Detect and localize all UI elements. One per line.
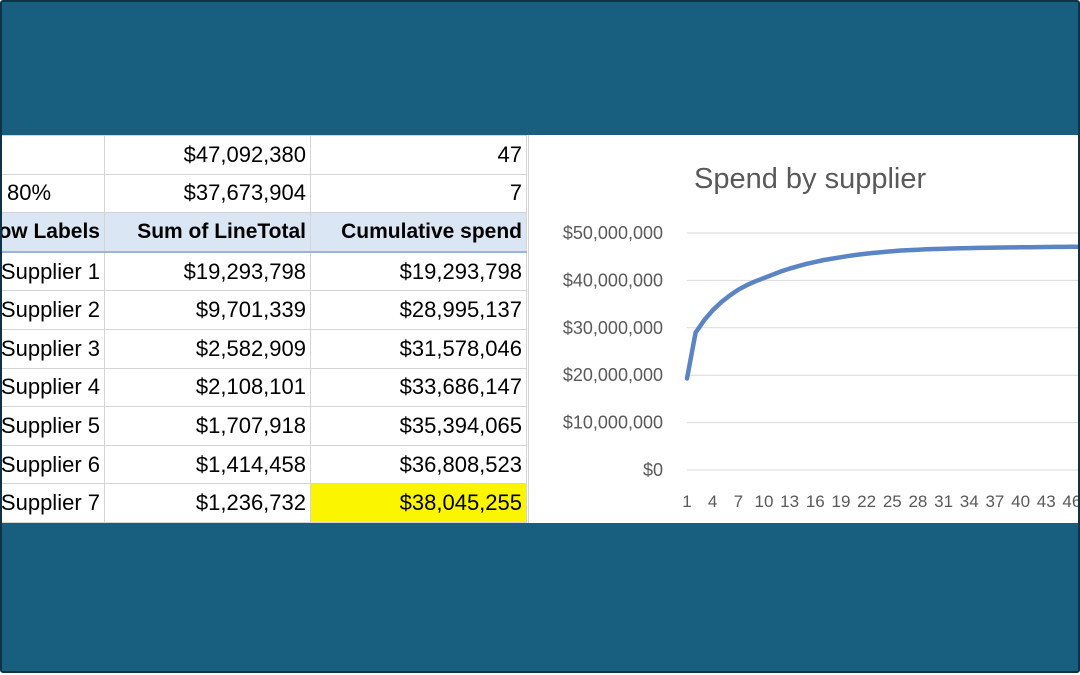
cell-label[interactable]: Supplier 5 bbox=[2, 406, 105, 446]
cell-sum-text: $1,707,918 bbox=[195, 412, 306, 438]
cell-label[interactable]: Row Labels bbox=[2, 212, 105, 253]
cell-label[interactable]: Supplier 1 bbox=[2, 251, 105, 292]
x-tick-label: 40 bbox=[1011, 492, 1030, 511]
y-tick-label: $50,000,000 bbox=[563, 223, 663, 243]
y-tick-label: $20,000,000 bbox=[563, 365, 663, 385]
supplier-row: Supplier 1 $19,293,798 $19,293,798 bbox=[2, 251, 527, 292]
y-tick-label: $30,000,000 bbox=[563, 318, 663, 338]
cell-sum-text: $2,582,909 bbox=[195, 335, 306, 361]
cell-sum[interactable]: $2,582,909 bbox=[104, 328, 311, 369]
cell-sum[interactable]: Sum of LineTotal bbox=[104, 212, 311, 253]
supplier-row: Supplier 5 $1,707,918 $35,394,065 bbox=[2, 406, 527, 446]
x-tick-label: 4 bbox=[708, 492, 717, 511]
cell-label[interactable]: Supplier 2 bbox=[2, 290, 105, 330]
x-tick-label: 19 bbox=[831, 492, 850, 511]
cell-label[interactable]: Supplier 6 bbox=[2, 444, 105, 485]
cell-sum[interactable]: $1,707,918 bbox=[104, 406, 311, 446]
cell-sum-text: $47,092,380 bbox=[183, 141, 306, 167]
x-tick-label: 16 bbox=[806, 492, 825, 511]
x-tick-label: 43 bbox=[1037, 492, 1056, 511]
cell-cumulative[interactable]: $33,686,147 bbox=[310, 367, 527, 408]
cell-sum[interactable]: $47,092,380 bbox=[104, 135, 311, 175]
cell-cumulative[interactable]: $28,995,137 bbox=[310, 290, 527, 330]
cell-sum[interactable]: $37,673,904 bbox=[104, 173, 311, 214]
cell-cumulative-text: $31,578,046 bbox=[399, 335, 522, 361]
x-tick-label: 37 bbox=[985, 492, 1004, 511]
cell-cumulative-text: $33,686,147 bbox=[399, 374, 522, 400]
y-tick-label: $40,000,000 bbox=[563, 270, 663, 290]
cell-label-text: Row Labels bbox=[2, 219, 100, 243]
summary-row: $47,092,380 47 bbox=[2, 135, 527, 175]
cell-sum-text: $2,108,101 bbox=[195, 374, 306, 400]
cell-label[interactable]: 80% bbox=[2, 173, 105, 214]
cell-label[interactable]: Supplier 3 bbox=[2, 328, 105, 369]
cell-sum-text: $1,414,458 bbox=[195, 451, 306, 477]
spend-chart: Spend by supplier $0 $10,000,000 $20,000,0… bbox=[528, 135, 1080, 523]
supplier-row: Supplier 2 $9,701,339 $28,995,137 bbox=[2, 290, 527, 330]
supplier-row: Supplier 7 $1,236,732 $38,045,255 bbox=[2, 483, 527, 523]
x-tick-label: 10 bbox=[755, 492, 774, 511]
cell-cumulative[interactable]: Cumulative spend bbox=[310, 212, 527, 253]
supplier-row: Supplier 4 $2,108,101 $33,686,147 bbox=[2, 367, 527, 408]
cell-cumulative[interactable]: $31,578,046 bbox=[310, 328, 527, 369]
cell-cumulative-text: $38,045,255 bbox=[399, 490, 522, 516]
cell-cumulative[interactable]: $36,808,523 bbox=[310, 444, 527, 485]
pivot-table: $47,092,380 47 80% $37,673,904 7 Row Labels Su… bbox=[2, 135, 527, 523]
y-tick-label: $0 bbox=[643, 460, 663, 480]
cell-sum[interactable]: $1,414,458 bbox=[104, 444, 311, 485]
x-tick-label: 46 bbox=[1062, 492, 1080, 511]
cell-cumulative[interactable]: 7 bbox=[310, 173, 527, 214]
cell-cumulative-text: Cumulative spend bbox=[341, 219, 522, 243]
cell-label-text: Supplier 6 bbox=[2, 451, 100, 477]
cell-label-text: Supplier 7 bbox=[2, 490, 100, 516]
cell-label[interactable]: Supplier 4 bbox=[2, 367, 105, 408]
cell-cumulative-text: $28,995,137 bbox=[399, 297, 522, 323]
header-row: Row Labels Sum of LineTotal Cumulative spe… bbox=[2, 212, 527, 253]
cell-label-text: Supplier 5 bbox=[2, 412, 100, 438]
cell-label[interactable]: Supplier 7 bbox=[2, 483, 105, 523]
cell-label-text: Supplier 2 bbox=[2, 297, 100, 323]
series-line bbox=[684, 244, 1078, 381]
cell-label-text: Supplier 3 bbox=[2, 335, 100, 361]
cell-cumulative-text: $19,293,798 bbox=[399, 258, 522, 284]
cell-label-text: Supplier 1 bbox=[2, 258, 100, 284]
cell-sum[interactable]: $2,108,101 bbox=[104, 367, 311, 408]
x-tick-label: 13 bbox=[780, 492, 799, 511]
cell-sum[interactable]: $19,293,798 bbox=[104, 251, 311, 292]
cell-cumulative[interactable]: $38,045,255 bbox=[310, 483, 527, 523]
cell-sum-text: $1,236,732 bbox=[195, 490, 306, 516]
cell-label[interactable] bbox=[2, 135, 105, 175]
cell-sum-text: $9,701,339 bbox=[195, 297, 306, 323]
y-tick-label: $10,000,000 bbox=[563, 413, 663, 433]
cell-sum[interactable]: $9,701,339 bbox=[104, 290, 311, 330]
summary-row: 80% $37,673,904 7 bbox=[2, 173, 527, 214]
x-tick-label: 1 bbox=[682, 492, 691, 511]
x-tick-label: 7 bbox=[734, 492, 743, 511]
cell-cumulative-text: 7 bbox=[509, 180, 522, 206]
cell-label-text: Supplier 4 bbox=[2, 374, 100, 400]
cell-sum-text: $37,673,904 bbox=[183, 180, 306, 206]
x-tick-label: 28 bbox=[908, 492, 927, 511]
cell-cumulative[interactable]: 47 bbox=[310, 135, 527, 175]
x-tick-label: 31 bbox=[934, 492, 953, 511]
chart-title: Spend by supplier bbox=[694, 163, 927, 195]
cell-sum-text: Sum of LineTotal bbox=[137, 219, 306, 243]
x-tick-label: 22 bbox=[857, 492, 876, 511]
cell-cumulative-text: 47 bbox=[497, 141, 522, 167]
supplier-row: Supplier 3 $2,582,909 $31,578,046 bbox=[2, 328, 527, 369]
chart-plot: $0 $10,000,000 $20,000,000 $30,000,000 $40,0… bbox=[563, 223, 1080, 511]
cell-label-text: 80% bbox=[7, 180, 52, 206]
cell-cumulative-text: $36,808,523 bbox=[399, 451, 522, 477]
cell-cumulative[interactable]: $19,293,798 bbox=[310, 251, 527, 292]
supplier-row: Supplier 6 $1,414,458 $36,808,523 bbox=[2, 444, 527, 485]
x-tick-label: 34 bbox=[960, 492, 979, 511]
cell-cumulative[interactable]: $35,394,065 bbox=[310, 406, 527, 446]
cell-cumulative-text: $35,394,065 bbox=[399, 412, 522, 438]
cell-sum-text: $19,293,798 bbox=[183, 258, 306, 284]
cell-sum[interactable]: $1,236,732 bbox=[104, 483, 311, 523]
x-tick-label: 25 bbox=[883, 492, 902, 511]
